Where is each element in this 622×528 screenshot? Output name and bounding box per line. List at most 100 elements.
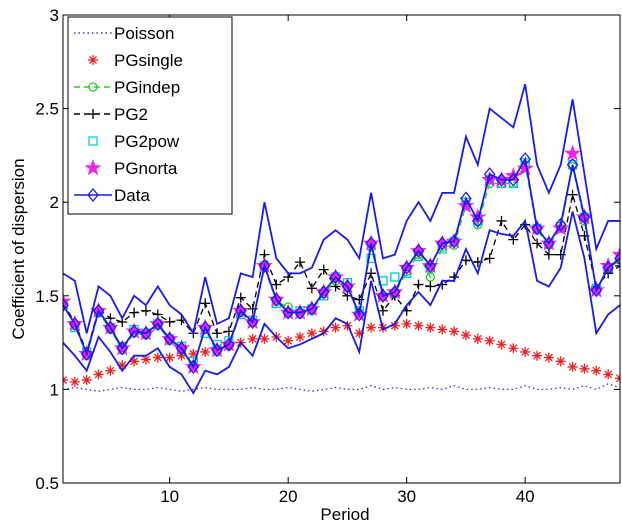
x-tick-label: 30 xyxy=(397,487,416,506)
marker xyxy=(555,356,566,367)
series-line xyxy=(63,156,620,370)
marker xyxy=(84,159,102,176)
marker xyxy=(602,260,614,275)
marker xyxy=(425,272,436,282)
marker xyxy=(164,352,175,363)
marker xyxy=(543,352,554,363)
marker xyxy=(401,318,412,329)
y-axis-label: Coefficient of dispersion xyxy=(9,158,28,339)
marker xyxy=(484,253,495,264)
marker xyxy=(615,260,620,271)
marker xyxy=(564,144,582,161)
marker xyxy=(294,305,306,320)
marker xyxy=(306,328,317,339)
marker xyxy=(366,322,377,333)
marker xyxy=(341,279,354,294)
marker xyxy=(413,320,424,331)
marker xyxy=(413,279,424,290)
marker xyxy=(400,260,413,275)
marker xyxy=(270,292,283,307)
marker xyxy=(151,316,164,331)
marker xyxy=(460,330,471,341)
marker xyxy=(295,257,306,268)
marker xyxy=(116,341,129,356)
marker xyxy=(176,350,187,361)
marker xyxy=(140,326,152,341)
marker xyxy=(543,236,555,251)
marker xyxy=(591,365,602,376)
marker xyxy=(425,322,436,333)
legend-label: PGnorta xyxy=(114,159,178,178)
marker xyxy=(129,307,140,318)
x-tick-label: 10 xyxy=(160,487,179,506)
marker xyxy=(460,191,472,206)
plot-area xyxy=(63,84,620,395)
marker xyxy=(211,343,223,358)
marker xyxy=(532,238,543,249)
marker xyxy=(353,307,366,322)
marker xyxy=(611,245,620,262)
marker xyxy=(88,136,98,146)
series-line xyxy=(63,383,620,392)
marker xyxy=(532,350,543,361)
marker xyxy=(554,217,567,232)
marker xyxy=(234,303,247,318)
marker xyxy=(223,326,234,337)
marker xyxy=(567,189,578,200)
marker xyxy=(496,215,507,226)
marker xyxy=(519,152,532,167)
marker xyxy=(354,328,365,339)
y-tick-label: 2.5 xyxy=(35,100,59,119)
marker xyxy=(104,320,117,335)
marker xyxy=(175,341,188,356)
x-axis-label: Period xyxy=(320,505,369,524)
marker xyxy=(258,258,271,273)
marker xyxy=(80,346,93,361)
marker xyxy=(63,292,72,309)
marker xyxy=(496,339,507,350)
marker xyxy=(425,281,436,292)
marker xyxy=(317,285,330,300)
marker xyxy=(318,326,329,337)
marker xyxy=(88,109,98,119)
marker xyxy=(152,352,163,363)
marker xyxy=(163,331,176,346)
marker xyxy=(531,221,543,236)
marker xyxy=(69,316,81,331)
marker xyxy=(567,361,578,372)
marker xyxy=(471,213,484,228)
marker xyxy=(187,359,200,374)
marker xyxy=(388,285,401,300)
marker xyxy=(271,279,282,290)
legend-box xyxy=(67,16,233,215)
marker xyxy=(615,373,620,384)
marker xyxy=(199,320,212,335)
marker xyxy=(484,335,495,346)
legend-label: PG2pow xyxy=(114,132,180,151)
marker xyxy=(88,82,98,92)
legend-label: PG2 xyxy=(114,105,148,124)
marker xyxy=(377,288,389,303)
marker xyxy=(449,326,460,337)
marker xyxy=(424,258,437,273)
marker xyxy=(200,346,211,357)
series-line xyxy=(63,211,620,395)
y-tick-label: 1 xyxy=(50,380,59,399)
marker xyxy=(129,356,140,367)
marker xyxy=(507,172,520,187)
legend-label: PGindep xyxy=(114,78,180,97)
marker xyxy=(579,363,590,374)
marker xyxy=(365,236,377,251)
marker xyxy=(246,314,259,330)
marker xyxy=(188,348,199,359)
marker xyxy=(578,210,591,225)
marker xyxy=(590,283,603,298)
series-line xyxy=(63,84,620,336)
marker xyxy=(483,167,496,182)
legend-label: Poisson xyxy=(114,24,174,43)
marker xyxy=(366,268,377,279)
marker xyxy=(436,236,449,251)
marker xyxy=(377,305,388,316)
marker xyxy=(117,360,128,371)
marker xyxy=(93,369,104,380)
